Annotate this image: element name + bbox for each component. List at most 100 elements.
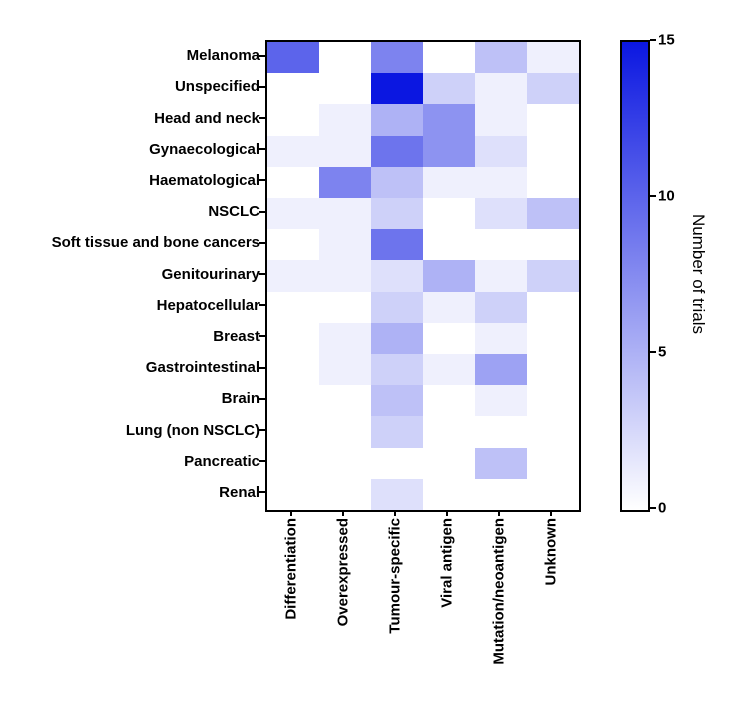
y-axis-tick <box>259 460 265 462</box>
heatmap-cell <box>319 260 371 291</box>
heatmap-cell <box>371 167 423 198</box>
y-axis-label: Melanoma <box>20 40 260 71</box>
heatmap-cell <box>423 479 475 510</box>
y-axis-label: Pancreatic <box>20 446 260 477</box>
colorbar-title: Number of trials <box>688 214 708 334</box>
heatmap-cell <box>267 104 319 135</box>
heatmap-cell <box>475 229 527 260</box>
heatmap-cell <box>475 260 527 291</box>
x-axis-label: Differentiation <box>265 518 317 698</box>
heatmap-cell <box>475 198 527 229</box>
x-axis-tick <box>342 510 344 516</box>
heatmap-cell <box>267 167 319 198</box>
heatmap-cell <box>319 323 371 354</box>
heatmap-cell <box>267 229 319 260</box>
heatmap-cell <box>319 136 371 167</box>
heatmap-cell <box>475 479 527 510</box>
heatmap-cell <box>371 292 423 323</box>
y-axis-tick <box>259 304 265 306</box>
x-axis-tick <box>446 510 448 516</box>
x-axis-label: Viral antigen <box>421 518 473 698</box>
y-axis-label: Gastrointestinal <box>20 352 260 383</box>
heatmap-cell <box>371 42 423 73</box>
colorbar-tick-mark <box>650 195 656 197</box>
y-axis-label: Breast <box>20 321 260 352</box>
y-axis-tick <box>259 86 265 88</box>
heatmap-cell <box>527 167 579 198</box>
heatmap-grid <box>265 40 581 512</box>
heatmap-cell <box>319 104 371 135</box>
heatmap-cell <box>423 260 475 291</box>
y-axis-tick <box>259 242 265 244</box>
colorbar-tick-label: 0 <box>658 500 666 517</box>
heatmap-cell <box>423 198 475 229</box>
y-axis-tick <box>259 367 265 369</box>
heatmap-cell <box>475 167 527 198</box>
y-axis-label: Brain <box>20 383 260 414</box>
heatmap-cell <box>319 416 371 447</box>
heatmap-cell <box>371 354 423 385</box>
x-axis-tick <box>394 510 396 516</box>
heatmap-cell <box>267 354 319 385</box>
x-axis-tick <box>498 510 500 516</box>
heatmap-cell <box>267 479 319 510</box>
heatmap-cell <box>371 416 423 447</box>
heatmap-cell <box>319 479 371 510</box>
y-axis-tick <box>259 335 265 337</box>
heatmap-cell <box>423 229 475 260</box>
y-axis-label: NSCLC <box>20 196 260 227</box>
colorbar <box>620 40 650 512</box>
heatmap-cell <box>371 448 423 479</box>
colorbar-tick-mark <box>650 507 656 509</box>
x-axis-label: Tumour-specific <box>369 518 421 698</box>
y-axis-tick <box>259 273 265 275</box>
heatmap-cell <box>527 385 579 416</box>
heatmap-cell <box>267 323 319 354</box>
y-axis-tick <box>259 148 265 150</box>
heatmap-cell <box>527 448 579 479</box>
heatmap-cell <box>371 479 423 510</box>
heatmap-cell <box>475 136 527 167</box>
heatmap-cell <box>527 104 579 135</box>
colorbar-tick-label: 5 <box>658 344 666 361</box>
heatmap-cell <box>371 229 423 260</box>
heatmap-cell <box>475 448 527 479</box>
heatmap-cell <box>475 42 527 73</box>
heatmap-cell <box>267 73 319 104</box>
y-axis-label: Hepatocellular <box>20 290 260 321</box>
colorbar-tick-label: 10 <box>658 188 675 205</box>
heatmap-cell <box>423 167 475 198</box>
y-axis-label: Soft tissue and bone cancers <box>20 227 260 258</box>
heatmap-cell <box>371 73 423 104</box>
x-axis-label: Unknown <box>525 518 577 698</box>
y-axis-label: Gynaecological <box>20 134 260 165</box>
heatmap-cell <box>319 198 371 229</box>
x-axis-tick <box>290 510 292 516</box>
y-axis-label: Head and neck <box>20 102 260 133</box>
x-axis-labels: DifferentiationOverexpressedTumour-speci… <box>265 518 577 698</box>
heatmap-figure: MelanomaUnspecifiedHead and neckGynaecol… <box>20 20 737 701</box>
heatmap-cell <box>475 416 527 447</box>
heatmap-cell <box>371 198 423 229</box>
y-axis-label: Lung (non NSCLC) <box>20 414 260 445</box>
heatmap-cell <box>319 73 371 104</box>
colorbar-gradient <box>622 42 648 510</box>
heatmap-cell <box>423 136 475 167</box>
heatmap-cell <box>475 73 527 104</box>
heatmap-cell <box>527 229 579 260</box>
heatmap-cell <box>527 479 579 510</box>
heatmap-cell <box>423 73 475 104</box>
heatmap-cell <box>267 198 319 229</box>
heatmap-cell <box>527 136 579 167</box>
colorbar-tick-label: 15 <box>658 32 675 49</box>
heatmap-cell <box>527 354 579 385</box>
heatmap-cell <box>319 354 371 385</box>
heatmap-cell <box>423 416 475 447</box>
y-axis-tick <box>259 117 265 119</box>
heatmap-cell <box>371 260 423 291</box>
heatmap-cell <box>423 448 475 479</box>
heatmap-cell <box>527 260 579 291</box>
heatmap-cell <box>475 104 527 135</box>
heatmap-cell <box>267 136 319 167</box>
heatmap-cell <box>527 323 579 354</box>
